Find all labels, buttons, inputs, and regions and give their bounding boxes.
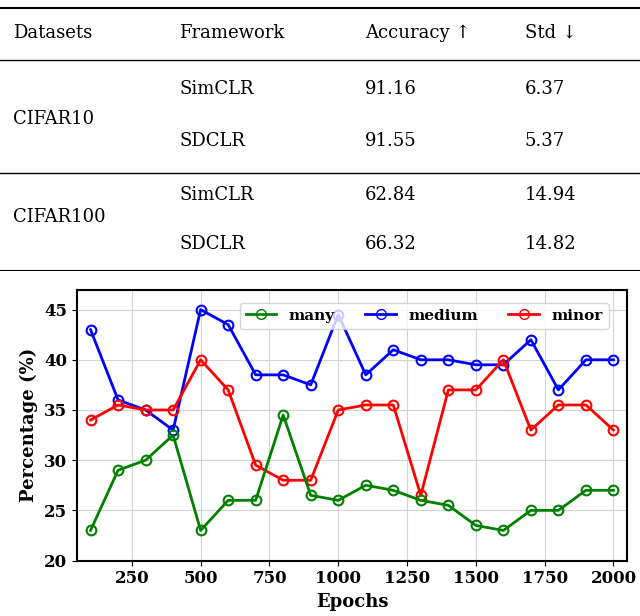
minor (582, 401, 590, 408)
many (445, 501, 452, 509)
medium (582, 356, 590, 363)
Line: minor: minor (86, 355, 618, 500)
medium (362, 371, 370, 379)
many (115, 466, 122, 474)
minor (87, 416, 95, 424)
Text: SimCLR: SimCLR (179, 186, 253, 204)
Text: SimCLR: SimCLR (179, 81, 253, 99)
many (555, 507, 563, 514)
Line: medium: medium (86, 305, 618, 435)
minor (169, 407, 177, 414)
many (335, 496, 342, 504)
medium (500, 361, 508, 368)
Legend: many, medium, minor: many, medium, minor (240, 302, 609, 329)
minor (555, 401, 563, 408)
medium (555, 386, 563, 394)
medium (417, 356, 425, 363)
Text: Std ↓: Std ↓ (525, 23, 577, 41)
minor (335, 407, 342, 414)
Text: Accuracy ↑: Accuracy ↑ (365, 23, 470, 41)
many (197, 527, 205, 534)
minor (472, 386, 480, 394)
minor (225, 386, 232, 394)
Y-axis label: Percentage (%): Percentage (%) (20, 348, 38, 502)
minor (362, 401, 370, 408)
Text: Framework: Framework (179, 23, 285, 41)
many (417, 496, 425, 504)
many (362, 482, 370, 489)
medium (142, 407, 150, 414)
Text: 14.94: 14.94 (525, 186, 577, 204)
Text: Datasets: Datasets (13, 23, 92, 41)
minor (390, 401, 397, 408)
many (142, 456, 150, 464)
Text: 66.32: 66.32 (365, 235, 417, 253)
X-axis label: Epochs: Epochs (316, 593, 388, 611)
medium (445, 356, 452, 363)
Text: 6.37: 6.37 (525, 81, 565, 99)
many (225, 496, 232, 504)
many (280, 411, 287, 419)
Text: 91.16: 91.16 (365, 81, 417, 99)
medium (335, 311, 342, 318)
medium (252, 371, 260, 379)
medium (472, 361, 480, 368)
minor (280, 477, 287, 484)
Text: CIFAR100: CIFAR100 (13, 208, 106, 226)
Text: 62.84: 62.84 (365, 186, 417, 204)
medium (390, 346, 397, 354)
many (610, 487, 618, 494)
medium (225, 321, 232, 328)
many (582, 487, 590, 494)
Text: SDCLR: SDCLR (179, 132, 245, 150)
minor (307, 477, 315, 484)
medium (87, 326, 95, 333)
many (390, 487, 397, 494)
minor (500, 356, 508, 363)
medium (169, 426, 177, 434)
many (527, 507, 535, 514)
many (169, 431, 177, 439)
Text: CIFAR10: CIFAR10 (13, 110, 94, 128)
many (472, 522, 480, 529)
Text: 14.82: 14.82 (525, 235, 577, 253)
many (252, 496, 260, 504)
minor (417, 492, 425, 499)
many (500, 527, 508, 534)
Text: 91.55: 91.55 (365, 132, 417, 150)
medium (197, 306, 205, 314)
minor (527, 426, 535, 434)
minor (197, 356, 205, 363)
medium (527, 336, 535, 343)
Text: SDCLR: SDCLR (179, 235, 245, 253)
Line: many: many (86, 410, 618, 535)
medium (115, 396, 122, 403)
minor (252, 461, 260, 469)
medium (307, 381, 315, 389)
minor (115, 401, 122, 408)
minor (610, 426, 618, 434)
minor (142, 407, 150, 414)
many (307, 492, 315, 499)
many (87, 527, 95, 534)
minor (445, 386, 452, 394)
medium (610, 356, 618, 363)
medium (280, 371, 287, 379)
Text: 5.37: 5.37 (525, 132, 565, 150)
